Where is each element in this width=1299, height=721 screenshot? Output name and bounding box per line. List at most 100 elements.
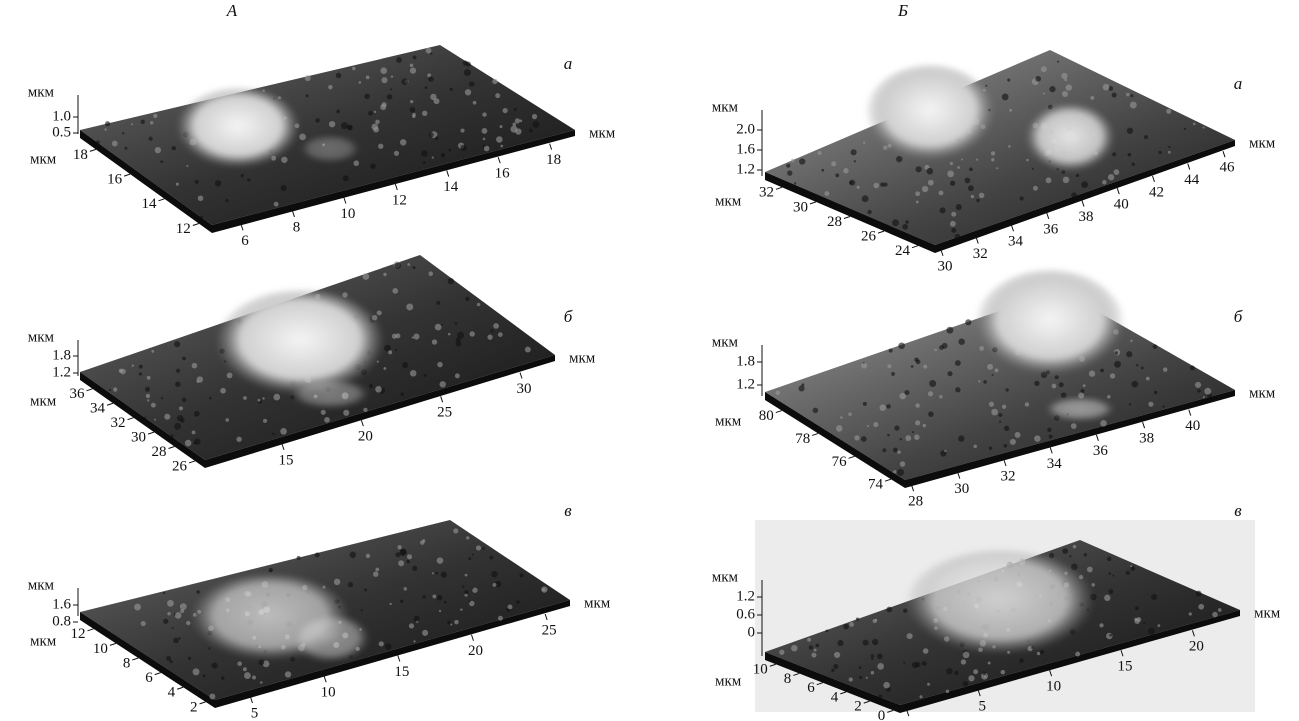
texture bbox=[170, 660, 173, 663]
texture bbox=[877, 654, 883, 660]
texture bbox=[221, 676, 225, 680]
texture bbox=[477, 303, 480, 306]
depth-tick-label: 32 bbox=[111, 415, 126, 431]
texture bbox=[1083, 384, 1086, 387]
x-tick bbox=[1117, 188, 1119, 194]
z-tick-label: 0.5 bbox=[52, 124, 71, 140]
texture bbox=[946, 668, 952, 674]
x-tick bbox=[471, 635, 473, 641]
texture bbox=[1130, 340, 1132, 342]
x-tick-label: 32 bbox=[973, 246, 988, 262]
texture bbox=[383, 273, 386, 276]
texture bbox=[450, 623, 452, 625]
texture bbox=[1126, 571, 1130, 575]
texture bbox=[487, 335, 492, 340]
texture bbox=[859, 676, 862, 679]
texture bbox=[779, 650, 784, 655]
texture bbox=[1153, 344, 1158, 349]
texture bbox=[373, 127, 379, 133]
texture bbox=[514, 108, 517, 111]
texture bbox=[435, 136, 438, 139]
texture bbox=[813, 408, 819, 414]
texture bbox=[1143, 622, 1145, 624]
texture bbox=[465, 89, 471, 95]
texture bbox=[373, 571, 378, 576]
depth-tick bbox=[90, 149, 96, 151]
texture bbox=[297, 556, 301, 560]
texture bbox=[195, 180, 199, 184]
texture bbox=[147, 399, 149, 401]
x-tick-label: 40 bbox=[1185, 418, 1200, 434]
texture bbox=[1081, 389, 1085, 393]
texture bbox=[350, 552, 356, 558]
texture bbox=[1108, 174, 1114, 180]
texture bbox=[215, 180, 221, 186]
texture bbox=[958, 338, 964, 344]
texture bbox=[1100, 369, 1104, 373]
texture bbox=[406, 303, 413, 310]
texture bbox=[493, 583, 497, 587]
texture bbox=[465, 297, 469, 301]
texture bbox=[958, 435, 964, 441]
texture bbox=[1064, 79, 1067, 82]
texture bbox=[791, 645, 798, 652]
texture bbox=[939, 345, 944, 350]
texture bbox=[422, 111, 427, 116]
texture bbox=[119, 369, 123, 373]
texture bbox=[139, 372, 142, 375]
texture bbox=[1114, 361, 1121, 368]
depth-unit: мкм bbox=[30, 393, 57, 409]
texture bbox=[448, 278, 454, 284]
texture bbox=[437, 362, 443, 368]
x-tick-label: 5 bbox=[978, 699, 986, 715]
depth-unit: мкм bbox=[30, 151, 57, 167]
texture bbox=[973, 669, 978, 674]
texture bbox=[464, 590, 468, 594]
depth-unit: мкм bbox=[715, 673, 742, 689]
texture bbox=[153, 114, 157, 118]
texture bbox=[1198, 604, 1204, 610]
texture bbox=[1049, 553, 1054, 558]
texture bbox=[807, 638, 811, 642]
texture bbox=[378, 144, 383, 149]
z-tick-label: 0.6 bbox=[736, 606, 755, 622]
texture bbox=[173, 638, 179, 644]
z-tick-label: 1.2 bbox=[736, 161, 755, 177]
texture bbox=[435, 324, 442, 331]
x-tick-label: 15 bbox=[1118, 659, 1133, 675]
texture bbox=[861, 363, 867, 369]
x-unit: мкм bbox=[1249, 385, 1276, 401]
texture bbox=[462, 585, 464, 587]
texture bbox=[500, 125, 503, 128]
depth-tick-label: 36 bbox=[70, 386, 86, 402]
texture bbox=[392, 334, 397, 339]
texture bbox=[1004, 426, 1009, 431]
texture bbox=[863, 402, 867, 406]
texture bbox=[878, 694, 882, 698]
texture bbox=[262, 397, 264, 399]
texture bbox=[495, 93, 500, 98]
texture bbox=[394, 151, 399, 156]
texture bbox=[247, 178, 250, 181]
texture bbox=[299, 134, 306, 141]
texture bbox=[348, 582, 353, 587]
texture bbox=[1126, 93, 1129, 96]
x-tick-label: 15 bbox=[279, 452, 294, 468]
texture bbox=[496, 136, 503, 143]
texture bbox=[359, 81, 362, 84]
texture bbox=[893, 448, 898, 453]
texture bbox=[1141, 367, 1144, 370]
texture bbox=[843, 624, 849, 630]
depth-tick bbox=[128, 418, 134, 420]
texture bbox=[1104, 595, 1110, 601]
texture bbox=[460, 128, 464, 132]
depth-tick bbox=[88, 629, 94, 631]
x-tick-label: 44 bbox=[1184, 172, 1200, 188]
texture bbox=[402, 362, 408, 368]
texture bbox=[381, 77, 387, 83]
texture bbox=[1032, 168, 1034, 170]
x-unit: мкм bbox=[589, 125, 616, 141]
texture bbox=[816, 644, 820, 648]
depth-tick-label: 80 bbox=[759, 408, 774, 424]
depth-tick bbox=[844, 217, 850, 219]
